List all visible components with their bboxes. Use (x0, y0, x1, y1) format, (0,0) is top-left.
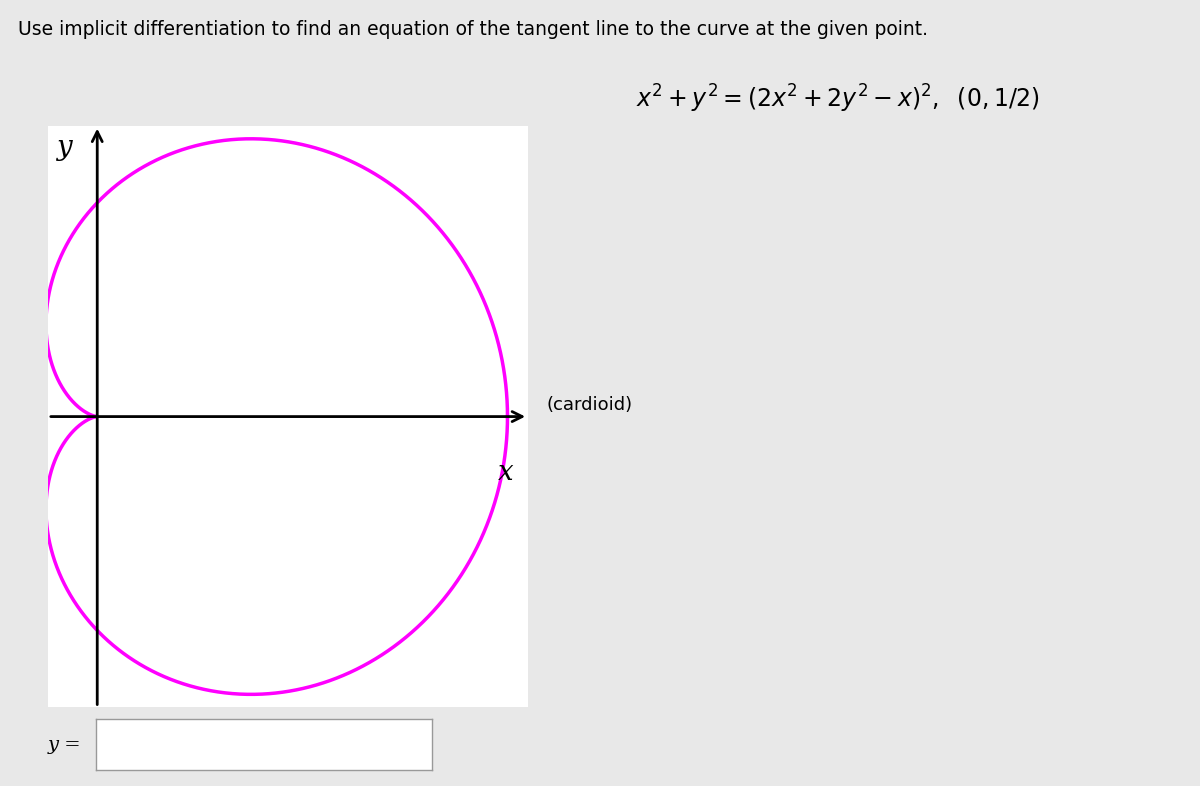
Text: x: x (498, 459, 514, 487)
Text: (cardioid): (cardioid) (546, 396, 632, 413)
Text: Use implicit differentiation to find an equation of the tangent line to the curv: Use implicit differentiation to find an … (18, 20, 928, 39)
Text: y =: y = (48, 736, 82, 754)
Text: $x^2 + y^2 = (2x^2 + 2y^2 - x)^2, \;\; (0, 1/2)$: $x^2 + y^2 = (2x^2 + 2y^2 - x)^2, \;\; (… (636, 83, 1039, 115)
Text: y: y (56, 134, 72, 161)
